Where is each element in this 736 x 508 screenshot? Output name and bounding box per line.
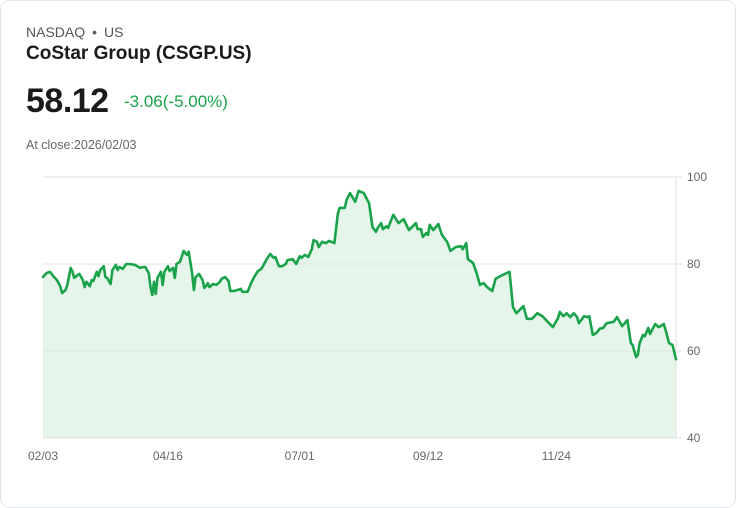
area-fill [43, 190, 676, 438]
y-tick-label: 40 [687, 431, 701, 445]
x-tick-label: 02/03 [28, 449, 58, 463]
price-change: -3.06(-5.00%) [124, 92, 228, 111]
market-name: US [104, 24, 124, 40]
y-tick-label: 60 [687, 344, 701, 358]
price-line [41, 189, 678, 361]
close-date: At close:2026/02/03 [26, 138, 137, 152]
separator-dot: • [92, 24, 98, 40]
exchange-line: NASDAQ • US [26, 24, 123, 40]
x-tick-label: 07/01 [285, 449, 315, 463]
exchange-name: NASDAQ [26, 24, 86, 40]
x-tick-label: 09/12 [413, 449, 443, 463]
stock-title: CoStar Group (CSGP.US) [26, 43, 252, 64]
y-tick-label: 100 [687, 170, 707, 184]
x-tick-label: 04/16 [153, 449, 183, 463]
y-tick-label: 80 [687, 257, 701, 271]
x-tick-label: 11/24 [542, 449, 571, 463]
stock-price: 58.12 [26, 82, 109, 120]
